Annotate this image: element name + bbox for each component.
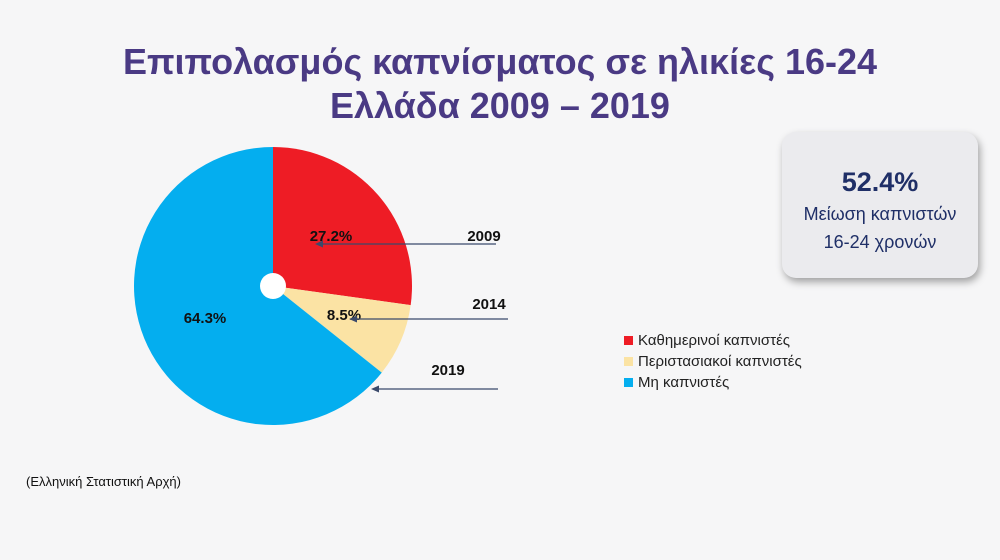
legend-swatch-daily-smokers: [624, 336, 633, 345]
chart-title-line-1: Επιπολασμός καπνίσματος σε ηλικίες 16-24: [122, 41, 878, 82]
pie-slice-2: [133, 147, 382, 426]
chart-legend: Καθημερινοί καπνιστές Περιστασιακοί καπν…: [624, 330, 802, 393]
legend-label-daily-smokers: Καθημερινοί καπνιστές: [638, 332, 790, 349]
legend-swatch-non-smokers: [624, 378, 633, 387]
reduction-label-1: Μείωση καπνιστών: [803, 204, 957, 224]
legend-item-daily-smokers: Καθημερινοί καπνιστές: [624, 330, 802, 351]
reduction-label-2: 16-24 χρονών: [823, 232, 937, 252]
annotation-year-2014: 2014: [472, 296, 506, 313]
annotation-arrowhead-0: [315, 240, 323, 248]
legend-item-non-smokers: Μη καπνιστές: [624, 372, 802, 393]
legend-label-non-smokers: Μη καπνιστές: [638, 374, 730, 391]
annotation-arrowhead-1: [349, 315, 357, 323]
legend-label-occasional-smokers: Περιστασιακοί καπνιστές: [638, 353, 802, 370]
annotation-year-2019: 2019: [431, 362, 464, 379]
source-note: (Ελληνική Στατιστική Αρχή): [26, 474, 181, 489]
reduction-value: 52.4%: [841, 167, 919, 197]
legend-swatch-occasional-smokers: [624, 357, 633, 366]
reduction-stat-card: 52.4% Μείωση καπνιστών 16-24 χρονών: [782, 132, 978, 278]
legend-item-occasional-smokers: Περιστασιακοί καπνιστές: [624, 351, 802, 372]
pie-center-hole: [260, 273, 286, 299]
slice-label-0: 27.2%: [310, 228, 353, 245]
pie-slice-1: [273, 286, 411, 373]
annotation-arrowhead-2: [371, 385, 379, 393]
chart-title: Επιπολασμός καπνίσματος σε ηλικίες 16-24…: [0, 40, 1000, 128]
pie-slice-0: [273, 147, 412, 306]
annotation-year-2009: 2009: [467, 228, 500, 245]
chart-title-line-2: Ελλάδα 2009 – 2019: [330, 85, 670, 126]
slice-label-2: 64.3%: [184, 310, 227, 327]
